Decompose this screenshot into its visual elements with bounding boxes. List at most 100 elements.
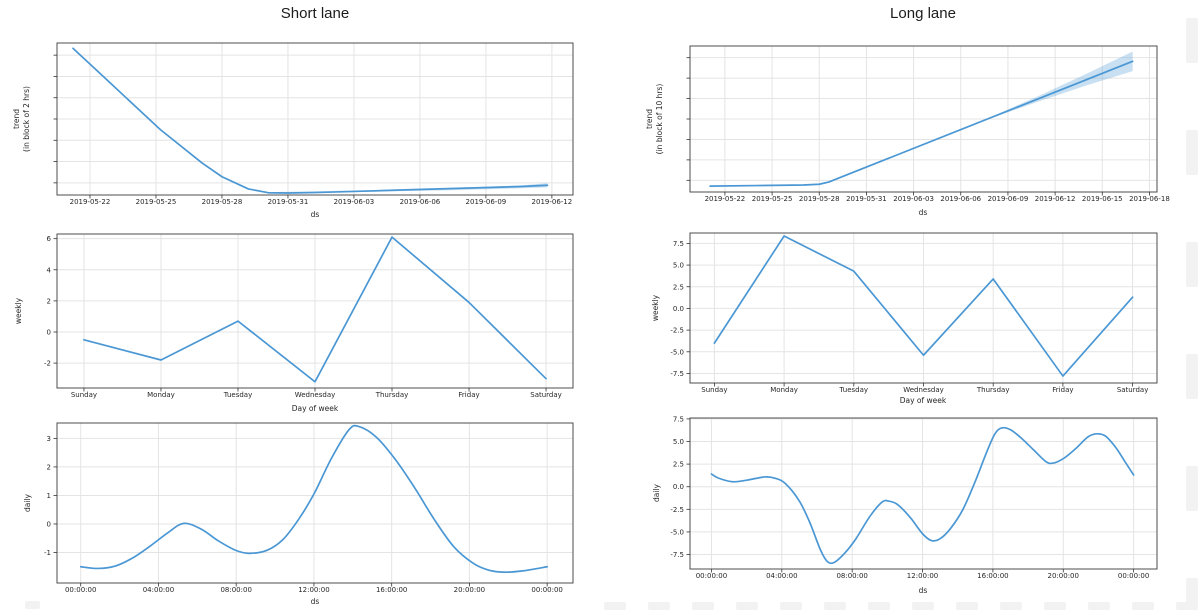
- column-title-short-lane: Short lane: [280, 5, 350, 22]
- short-trend-ylabel-line2: (in block of 2 hrs): [21, 86, 31, 152]
- long-trend-ylabel-line2: (in block of 10 hrs): [654, 83, 664, 155]
- long-weekly-xtick-label: Wednesday: [903, 386, 944, 394]
- long-weekly-ytick-label: 7.5: [673, 240, 684, 248]
- short-weekly-ylabel: weekly: [14, 297, 23, 325]
- edge-artifact-block: [956, 602, 978, 610]
- short-weekly-xtick-label: Friday: [458, 391, 479, 399]
- long-weekly-ytick-label: -7.5: [670, 370, 684, 378]
- long-trend-xtick-label: 2019-05-22: [705, 195, 746, 203]
- short-weekly-ytick-label: 6: [47, 235, 52, 243]
- short-weekly-ytick-label: 2: [47, 297, 51, 305]
- short-weekly-plot: Sunday Monday Tuesday Wednesday Thursday Frid…: [44, 233, 574, 399]
- long-weekly-ytick-label: 0.0: [673, 305, 684, 313]
- long-trend-plot: 2019-05-22 2019-05-25 2019-05-28 2019-05-31…: [686, 45, 1170, 203]
- edge-artifact-block: [1000, 602, 1022, 610]
- long-trend-xtick-label: 2019-06-18: [1129, 195, 1170, 203]
- long-trend-xtick-label: 2019-05-31: [846, 195, 887, 203]
- long-trend-xlabel: ds: [918, 208, 928, 217]
- short-weekly-xtick-label: Monday: [147, 391, 175, 399]
- long-daily-ytick-label: -2.5: [670, 506, 684, 514]
- edge-artifact-block: [736, 602, 758, 610]
- short-trend-xlabel: ds: [310, 210, 320, 219]
- short-weekly-ytick-label: 0: [47, 329, 51, 337]
- long-trend-xtick-label: 2019-05-25: [752, 195, 793, 203]
- long-daily-xtick-label: 12:00:00: [907, 572, 938, 580]
- long-trend-xtick-label: 2019-06-15: [1082, 195, 1123, 203]
- column-title-long-lane: Long lane: [890, 5, 956, 22]
- long-daily-plot: 00:00:00 04:00:00 08:00:00 12:00:00 16:00:00…: [670, 415, 1158, 580]
- short-trend-plot: 2019-05-22 2019-05-25 2019-05-28 2019-05-31…: [53, 42, 574, 206]
- long-weekly-xtick-label: Saturday: [1117, 386, 1149, 394]
- edge-artifact-block: [1186, 354, 1198, 399]
- short-weekly-ytick-label: -2: [44, 360, 51, 368]
- edge-artifact-block: [1186, 18, 1198, 63]
- short-weekly-xtick-label: Thursday: [375, 391, 409, 399]
- long-trend-ylabel-line1: trend: [645, 109, 654, 129]
- long-weekly-xtick-label: Monday: [770, 386, 798, 394]
- short-daily-xtick-label: 00:00:00: [65, 586, 96, 594]
- short-trend-ylabel-line1: trend: [12, 109, 21, 129]
- long-daily-ytick-label: 2.5: [673, 461, 684, 469]
- edge-artifact-block: [1186, 130, 1198, 175]
- long-weekly-ylabel: weekly: [651, 294, 660, 322]
- edge-artifact-block: [1186, 242, 1198, 287]
- long-daily-ytick-label: -7.5: [670, 551, 684, 559]
- long-daily-ytick-label: 7.5: [673, 415, 684, 423]
- long-daily-ytick-label: -5.0: [670, 528, 684, 536]
- long-daily-xtick-label: 00:00:00: [696, 572, 727, 580]
- short-trend-xtick-label: 2019-05-31: [268, 198, 309, 206]
- short-weekly-xtick-label: Tuesday: [223, 391, 252, 399]
- short-daily-xtick-label: 20:00:00: [454, 586, 485, 594]
- short-daily-ytick-label: 3: [47, 435, 51, 443]
- long-daily-series-line: [710, 426, 1135, 565]
- short-weekly-xtick-label: Wednesday: [295, 391, 336, 399]
- short-trend-xtick-label: 2019-05-22: [70, 198, 111, 206]
- short-weekly-series-line: [83, 236, 547, 383]
- edge-artifact-block: [1176, 602, 1198, 610]
- short-weekly-ytick-label: 4: [47, 266, 52, 274]
- short-daily-xtick-label: 16:00:00: [376, 586, 407, 594]
- long-daily-xtick-label: 04:00:00: [766, 572, 797, 580]
- long-weekly-series-line: [713, 235, 1134, 377]
- long-weekly-ytick-label: 5.0: [673, 262, 684, 270]
- edge-artifact-block: [1132, 602, 1154, 610]
- long-daily-xtick-label: 16:00:00: [977, 572, 1008, 580]
- edge-artifact-block: [1088, 602, 1110, 610]
- short-daily-ytick-label: 1: [47, 492, 51, 500]
- long-weekly-ytick-label: -5.0: [670, 348, 684, 356]
- short-trend-xtick-label: 2019-06-12: [532, 198, 573, 206]
- short-trend-xtick-label: 2019-06-06: [400, 198, 441, 206]
- long-weekly-xtick-label: Sunday: [701, 386, 727, 394]
- short-trend-xtick-label: 2019-06-09: [466, 198, 507, 206]
- short-daily-xtick-label: 00:00:00: [531, 586, 562, 594]
- long-trend-series-line: [709, 60, 1134, 188]
- long-weekly-xlabel: Day of week: [899, 396, 947, 405]
- short-trend-xtick-label: 2019-05-25: [136, 198, 177, 206]
- short-trend-xtick-label: 2019-05-28: [202, 198, 243, 206]
- short-daily-xtick-label: 04:00:00: [143, 586, 174, 594]
- short-trend-series-line: [72, 47, 549, 194]
- short-weekly-xlabel: Day of week: [291, 404, 339, 413]
- edge-artifact-block: [912, 602, 934, 610]
- short-daily-series-line: [79, 424, 548, 574]
- short-daily-ylabel: daily: [23, 494, 32, 512]
- edge-artifact-block: [648, 602, 670, 610]
- long-trend-xtick-label: 2019-06-03: [893, 195, 934, 203]
- short-daily-ytick-label: 2: [47, 463, 51, 471]
- long-trend-xtick-label: 2019-06-09: [988, 195, 1029, 203]
- edge-artifact-block: [868, 602, 890, 610]
- edge-artifact-block: [780, 602, 802, 610]
- short-daily-xtick-label: 12:00:00: [298, 586, 329, 594]
- short-trend-xtick-label: 2019-06-03: [334, 198, 375, 206]
- short-weekly-xtick-label: Sunday: [71, 391, 97, 399]
- short-trend-ylabel: trend (in block of 2 hrs): [12, 40, 32, 198]
- long-trend-xtick-label: 2019-06-12: [1035, 195, 1076, 203]
- edge-artifact-block: [604, 602, 626, 610]
- long-weekly-ytick-label: 2.5: [673, 283, 684, 291]
- long-weekly-xtick-label: Tuesday: [839, 386, 868, 394]
- edge-artifact-block: [692, 602, 714, 610]
- edge-artifact-block: [1186, 466, 1198, 511]
- edge-artifact-block: [25, 601, 40, 609]
- short-weekly-xtick-label: Saturday: [530, 391, 562, 399]
